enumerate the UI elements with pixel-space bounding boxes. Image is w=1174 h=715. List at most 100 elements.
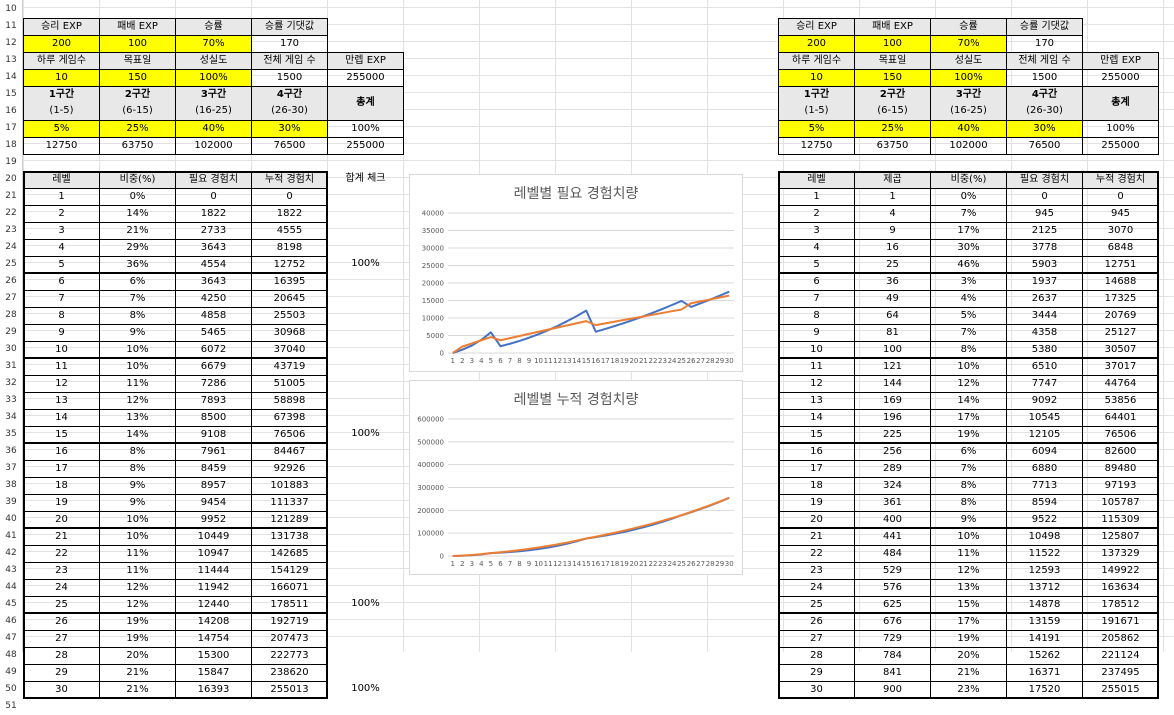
table-cell[interactable]: 5 <box>23 256 100 274</box>
value-cell[interactable]: 70% <box>175 35 252 53</box>
table-header[interactable]: 누적 경험치 <box>1082 171 1159 189</box>
value-cell[interactable]: 150 <box>99 69 176 87</box>
table-cell[interactable]: 6679 <box>175 358 252 376</box>
table-cell[interactable]: 100% <box>351 683 380 694</box>
row-number[interactable]: 51 <box>5 701 17 711</box>
table-cell[interactable]: 25 <box>23 596 100 614</box>
table-cell[interactable]: 144 <box>854 375 931 393</box>
row-number[interactable]: 16 <box>5 106 17 116</box>
value-cell[interactable]: 255000 <box>1082 69 1159 87</box>
table-cell[interactable]: 19% <box>99 613 176 631</box>
table-header[interactable]: 합계 체크 <box>345 173 386 184</box>
table-cell[interactable]: 8% <box>99 443 176 461</box>
table-cell[interactable]: 7% <box>930 460 1007 478</box>
section-pct[interactable]: 5% <box>778 120 855 138</box>
value-cell[interactable]: 170 <box>251 35 328 53</box>
table-cell[interactable]: 16395 <box>251 273 328 291</box>
row-number[interactable]: 11 <box>5 21 17 31</box>
table-cell[interactable] <box>327 494 404 512</box>
table-cell[interactable]: 20 <box>23 511 100 529</box>
table-cell[interactable]: 19 <box>778 494 855 512</box>
table-cell[interactable]: 10% <box>930 358 1007 376</box>
table-cell[interactable]: 36% <box>99 256 176 274</box>
table-cell[interactable]: 12751 <box>1082 256 1159 274</box>
row-number[interactable]: 47 <box>5 633 17 643</box>
table-cell[interactable]: 11444 <box>175 562 252 580</box>
table-cell[interactable]: 237495 <box>1082 664 1159 682</box>
section-header[interactable]: 2구간 (6-15) <box>99 86 176 121</box>
section-header[interactable]: 3구간 (16-25) <box>175 86 252 121</box>
table-cell[interactable]: 67398 <box>251 409 328 427</box>
section-pct[interactable]: 100% <box>1082 120 1159 138</box>
table-cell[interactable]: 207473 <box>251 630 328 648</box>
table-cell[interactable]: 15% <box>930 596 1007 614</box>
table-cell[interactable]: 9 <box>778 324 855 342</box>
row-number[interactable]: 44 <box>5 582 17 592</box>
value-cell[interactable]: 100% <box>175 69 252 87</box>
table-cell[interactable]: 3643 <box>175 273 252 291</box>
table-cell[interactable]: 111337 <box>251 494 328 512</box>
table-cell[interactable]: 121289 <box>251 511 328 529</box>
value-cell[interactable]: 10 <box>23 69 100 87</box>
value-cell[interactable]: 1500 <box>251 69 328 87</box>
table-header[interactable]: 비중(%) <box>99 171 176 189</box>
table-cell[interactable]: 9952 <box>175 511 252 529</box>
table-cell[interactable]: 26 <box>23 613 100 631</box>
value-cell[interactable]: 100 <box>99 35 176 53</box>
table-cell[interactable]: 676 <box>854 613 931 631</box>
table-cell[interactable]: 125807 <box>1082 528 1159 546</box>
row-number[interactable]: 43 <box>5 565 17 575</box>
table-cell[interactable]: 2125 <box>1006 222 1083 240</box>
table-cell[interactable]: 4858 <box>175 307 252 325</box>
table-cell[interactable]: 14% <box>930 392 1007 410</box>
table-cell[interactable]: 8957 <box>175 477 252 495</box>
table-cell[interactable]: 23 <box>778 562 855 580</box>
table-cell[interactable]: 17 <box>23 460 100 478</box>
table-cell[interactable]: 14208 <box>175 613 252 631</box>
table-cell[interactable]: 625 <box>854 596 931 614</box>
row-number[interactable]: 25 <box>5 259 17 269</box>
table-cell[interactable]: 9092 <box>1006 392 1083 410</box>
table-cell[interactable]: 97193 <box>1082 477 1159 495</box>
table-cell[interactable]: 20769 <box>1082 307 1159 325</box>
table-cell[interactable]: 76506 <box>1082 426 1159 444</box>
table-cell[interactable]: 9454 <box>175 494 252 512</box>
row-number[interactable]: 34 <box>5 412 17 422</box>
table-cell[interactable]: 8% <box>99 460 176 478</box>
table-cell[interactable]: 16393 <box>175 681 252 699</box>
table-cell[interactable]: 27 <box>23 630 100 648</box>
table-cell[interactable]: 14 <box>23 409 100 427</box>
row-number[interactable]: 41 <box>5 531 17 541</box>
table-cell[interactable]: 8594 <box>1006 494 1083 512</box>
table-cell[interactable]: 36 <box>854 273 931 291</box>
table-cell[interactable]: 8% <box>930 477 1007 495</box>
table-cell[interactable]: 1822 <box>251 205 328 223</box>
section-exp[interactable]: 102000 <box>930 137 1007 155</box>
table-cell[interactable]: 10545 <box>1006 409 1083 427</box>
table-cell[interactable] <box>327 664 404 682</box>
table-cell[interactable] <box>327 528 404 546</box>
section-pct[interactable]: 25% <box>99 120 176 138</box>
table-header[interactable]: 누적 경험치 <box>251 171 328 189</box>
table-cell[interactable]: 1 <box>778 188 855 206</box>
table-cell[interactable]: 29 <box>23 664 100 682</box>
table-cell[interactable]: 8% <box>99 307 176 325</box>
table-cell[interactable]: 17520 <box>1006 681 1083 699</box>
row-number[interactable]: 45 <box>5 599 17 609</box>
table-cell[interactable]: 784 <box>854 647 931 665</box>
table-cell[interactable]: 15 <box>23 426 100 444</box>
table-cell[interactable]: 8% <box>930 494 1007 512</box>
table-cell[interactable]: 6 <box>778 273 855 291</box>
table-cell[interactable]: 4555 <box>251 222 328 240</box>
row-number[interactable]: 36 <box>5 446 17 456</box>
table-cell[interactable]: 12105 <box>1006 426 1083 444</box>
cumulative-exp-chart[interactable]: 레벨별 누적 경험치량 0 100000 200000 300000 400000 500… <box>409 380 743 575</box>
table-cell[interactable]: 729 <box>854 630 931 648</box>
table-cell[interactable]: 37017 <box>1082 358 1159 376</box>
header-cell[interactable]: 목표일 <box>854 52 931 70</box>
table-cell[interactable]: 12593 <box>1006 562 1083 580</box>
table-cell[interactable]: 11 <box>778 358 855 376</box>
header-cell[interactable]: 패배 EXP <box>99 18 176 36</box>
table-cell[interactable] <box>327 545 404 563</box>
table-cell[interactable]: 76506 <box>251 426 328 444</box>
